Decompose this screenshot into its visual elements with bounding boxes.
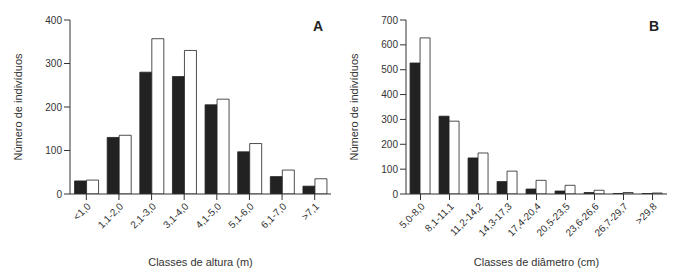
svg-text:1,1-2,0: 1,1-2,0 xyxy=(96,200,126,230)
svg-text:Classes de altura (m): Classes de altura (m) xyxy=(148,256,253,268)
svg-text:14,3-17,3: 14,3-17,3 xyxy=(476,200,514,239)
svg-text:300: 300 xyxy=(381,114,398,125)
svg-text:26,7-29,7: 26,7-29,7 xyxy=(592,200,630,238)
svg-text:17,4-20,4: 17,4-20,4 xyxy=(505,200,543,239)
svg-text:6,1-7,0: 6,1-7,0 xyxy=(259,200,289,230)
svg-text:8,1-11,1: 8,1-11,1 xyxy=(422,200,456,234)
svg-text:Classes de diâmetro (cm): Classes de diâmetro (cm) xyxy=(474,256,599,268)
svg-text:Número de indivíduos: Número de indivíduos xyxy=(12,53,24,161)
svg-text:3,1-4,0: 3,1-4,0 xyxy=(161,200,191,230)
svg-text:>7,1: >7,1 xyxy=(299,200,321,222)
svg-text:400: 400 xyxy=(381,89,398,100)
svg-text:0: 0 xyxy=(56,189,62,200)
svg-text:5,0-8,0: 5,0-8,0 xyxy=(397,200,427,231)
svg-text:Número de indivíduos: Número de indivíduos xyxy=(348,53,360,161)
svg-text:500: 500 xyxy=(381,64,398,75)
html-text:B: B xyxy=(648,18,659,34)
svg-text:700: 700 xyxy=(381,15,398,26)
svg-text:23,6-26,6: 23,6-26,6 xyxy=(563,200,601,239)
svg-text:20,5-23,5: 20,5-23,5 xyxy=(534,200,572,239)
svg-text:2,1-3,0: 2,1-3,0 xyxy=(128,200,158,230)
svg-text:4,1-5,0: 4,1-5,0 xyxy=(193,200,223,230)
svg-text:100: 100 xyxy=(45,145,62,156)
svg-text:200: 200 xyxy=(381,139,398,150)
svg-text:200: 200 xyxy=(45,102,62,113)
svg-text:<1,0: <1,0 xyxy=(71,200,93,222)
svg-text:5,1-6,0: 5,1-6,0 xyxy=(226,200,256,230)
html-text:A: A xyxy=(312,18,323,34)
svg-text:>29,8: >29,8 xyxy=(633,200,659,226)
svg-text:400: 400 xyxy=(45,15,62,26)
svg-text:600: 600 xyxy=(381,39,398,50)
svg-text:300: 300 xyxy=(45,58,62,69)
svg-text:11,2-14,2: 11,2-14,2 xyxy=(447,200,485,238)
svg-text:100: 100 xyxy=(381,164,398,175)
svg-text:0: 0 xyxy=(392,189,398,200)
